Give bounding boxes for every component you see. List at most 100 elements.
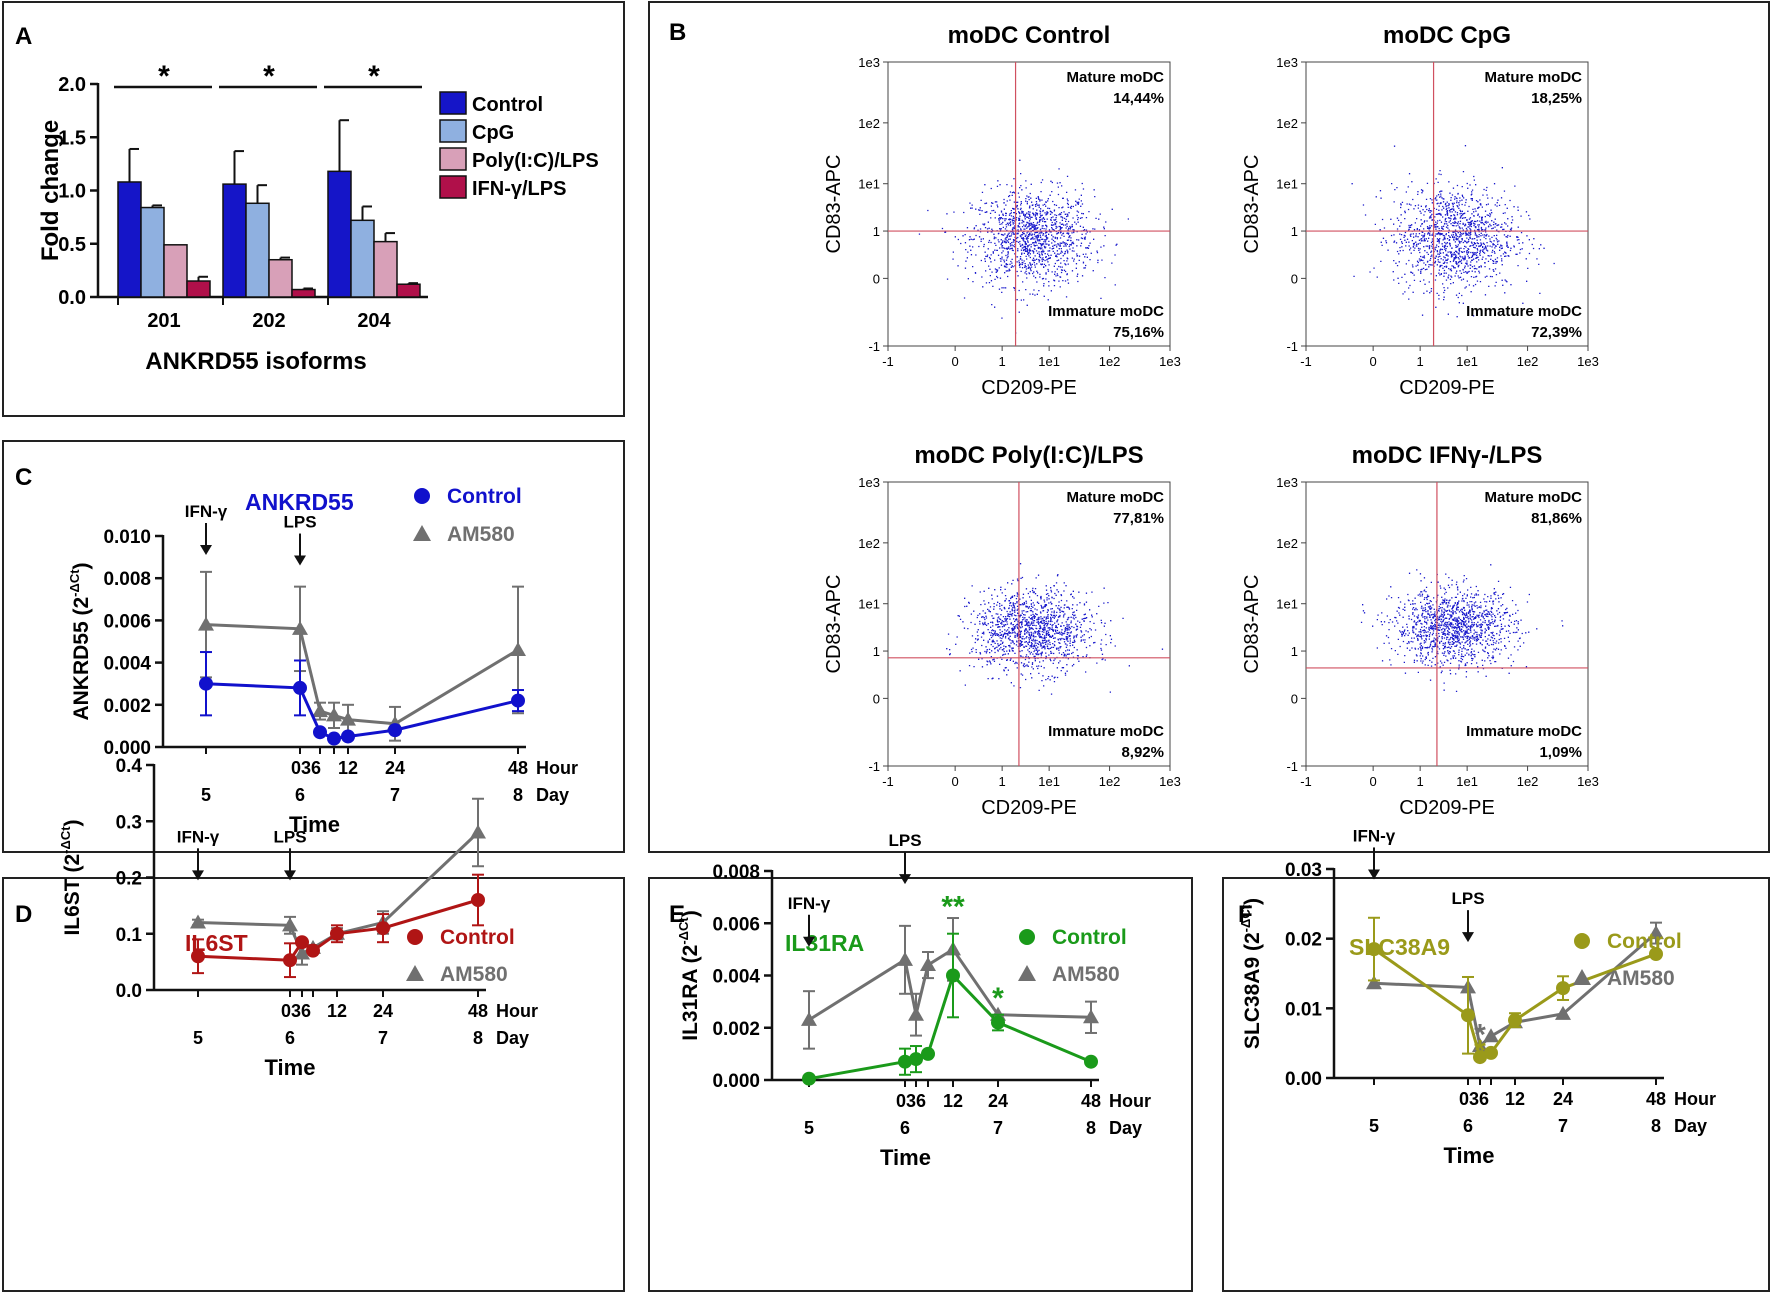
y-tick-label: 0.1 (116, 925, 143, 946)
y-axis-label-superscript: -ΔCt (58, 826, 73, 854)
y-tick-label: 0.000 (712, 1071, 760, 1092)
data-point (1483, 1028, 1499, 1043)
bar (350, 219, 375, 298)
legend-marker (1018, 965, 1036, 981)
day-tick-label: 6 (900, 1118, 910, 1138)
x-tick-label: 1e1 (1456, 774, 1478, 789)
facs-plot-frame (1305, 61, 1589, 347)
panel-d-frame (2, 877, 625, 1292)
data-point (946, 968, 960, 983)
y-axis-label-tail: ) (1241, 898, 1264, 905)
treatment-arrow-head (284, 870, 296, 881)
x-axis-label: CD209-PE (1399, 377, 1495, 399)
y-tick-label: 0.02 (1285, 930, 1322, 951)
facs-plot-frame (887, 481, 1171, 767)
data-point (920, 957, 936, 972)
y-axis-label-main: IL6ST (2 (61, 854, 84, 936)
day-tick-label: 7 (993, 1118, 1003, 1138)
hour-tick-label: 6 (301, 1001, 311, 1021)
legend-label: Poly(I:C)/LPS (472, 150, 599, 172)
upper-quadrant-label: Mature moDC (1484, 489, 1582, 506)
data-point (510, 641, 526, 656)
panel-a-frame (2, 1, 625, 417)
x-axis-label: CD209-PE (981, 377, 1077, 399)
x-axis-label: Time (1444, 1143, 1495, 1168)
y-tick-label: 1 (1291, 224, 1298, 239)
upper-quadrant-label: Mature moDC (1484, 69, 1582, 86)
treatment-arrow-head (200, 544, 212, 555)
bar (373, 240, 398, 298)
treatment-arrow-head (192, 870, 204, 881)
event-dots (918, 159, 1129, 334)
data-point (991, 1015, 1005, 1030)
facs-plot-title: moDC CpG (1383, 22, 1511, 49)
legend-swatch (439, 91, 467, 115)
significance-marker: * (368, 60, 380, 93)
data-point (199, 676, 213, 691)
data-point (909, 1052, 923, 1067)
x-tick-label: 1e3 (1577, 774, 1599, 789)
day-axis-label: Day (1109, 1118, 1142, 1138)
hour-tick-label: 48 (508, 758, 528, 778)
x-tick-label: 1 (999, 354, 1006, 369)
hour-tick-label: 12 (1505, 1089, 1525, 1109)
y-axis-label-main: SLC38A9 (2 (1241, 932, 1264, 1049)
y-tick-label: 1 (873, 224, 880, 239)
y-axis-label: CD83-APC (1241, 155, 1263, 254)
treatment-label: LPS (273, 827, 306, 846)
data-point (921, 1046, 935, 1061)
panel-f-frame (1222, 877, 1770, 1292)
day-tick-label: 6 (1463, 1116, 1473, 1136)
facs-plot: moDC Control -1-1 0 0 1 1 1e1 1e1 1e2 1e2 1e3 1e3 CD… (823, 22, 1181, 399)
data-point (330, 926, 344, 941)
data-point (1556, 981, 1570, 996)
y-axis-label-superscript: -ΔCt (1238, 904, 1253, 932)
hour-tick-label: 3 (1469, 1089, 1479, 1109)
y-axis-label: CD83-APC (823, 575, 845, 674)
treatment-label: IFN-γ (1353, 826, 1396, 845)
legend-swatch (439, 119, 467, 143)
y-tick-label: 0.2 (116, 869, 142, 890)
y-tick-label: 1 (1291, 644, 1298, 659)
hour-tick-label: 12 (327, 1001, 347, 1021)
y-tick-label: 0.008 (712, 862, 760, 883)
event-dots (1360, 564, 1564, 693)
data-point (326, 707, 342, 722)
y-tick-label: 0 (1291, 691, 1298, 706)
day-tick-label: 8 (513, 785, 523, 805)
x-tick-label: 1e3 (1577, 354, 1599, 369)
y-tick-label: 1e2 (1276, 536, 1298, 551)
data-point (1083, 1009, 1099, 1024)
x-axis-label: CD209-PE (1399, 797, 1495, 819)
data-point (1555, 1005, 1571, 1020)
data-point (908, 1006, 924, 1021)
data-point (295, 935, 309, 950)
chart-c-group: 0.000 0.002 0.004 0.006 0.008 0.010 ANKRD55 (2… (67, 485, 578, 837)
bar (163, 244, 188, 298)
facs-plot-title: moDC IFNγ-/LPS (1352, 442, 1543, 469)
lower-quadrant-value: 72,39% (1531, 324, 1582, 341)
x-axis-label: Time (289, 812, 340, 837)
x-tick-label: 1e1 (1456, 354, 1478, 369)
data-point (190, 914, 206, 929)
x-tick-label: 1e3 (1159, 774, 1181, 789)
treatment-label: LPS (1451, 889, 1484, 908)
x-tick-label: 1e3 (1159, 354, 1181, 369)
hour-tick-label: 3 (906, 1091, 916, 1111)
y-axis-label-main: IL31RA (2 (679, 945, 702, 1041)
x-tick-label: 1e1 (1038, 774, 1060, 789)
lower-quadrant-value: 75,16% (1113, 324, 1164, 341)
data-point (313, 725, 327, 740)
treatment-arrow-head (899, 874, 911, 885)
significance-marker: * (992, 982, 1004, 1015)
y-tick-label: 1e1 (1276, 177, 1298, 192)
bar (291, 288, 316, 298)
day-tick-label: 6 (285, 1028, 295, 1048)
x-tick-label: 0 (952, 354, 959, 369)
legend-marker (414, 488, 430, 504)
y-tick-label: -1 (868, 339, 880, 354)
upper-quadrant-label: Mature moDC (1066, 69, 1164, 86)
y-tick-label: -1 (868, 759, 880, 774)
legend-label: CpG (472, 122, 514, 144)
